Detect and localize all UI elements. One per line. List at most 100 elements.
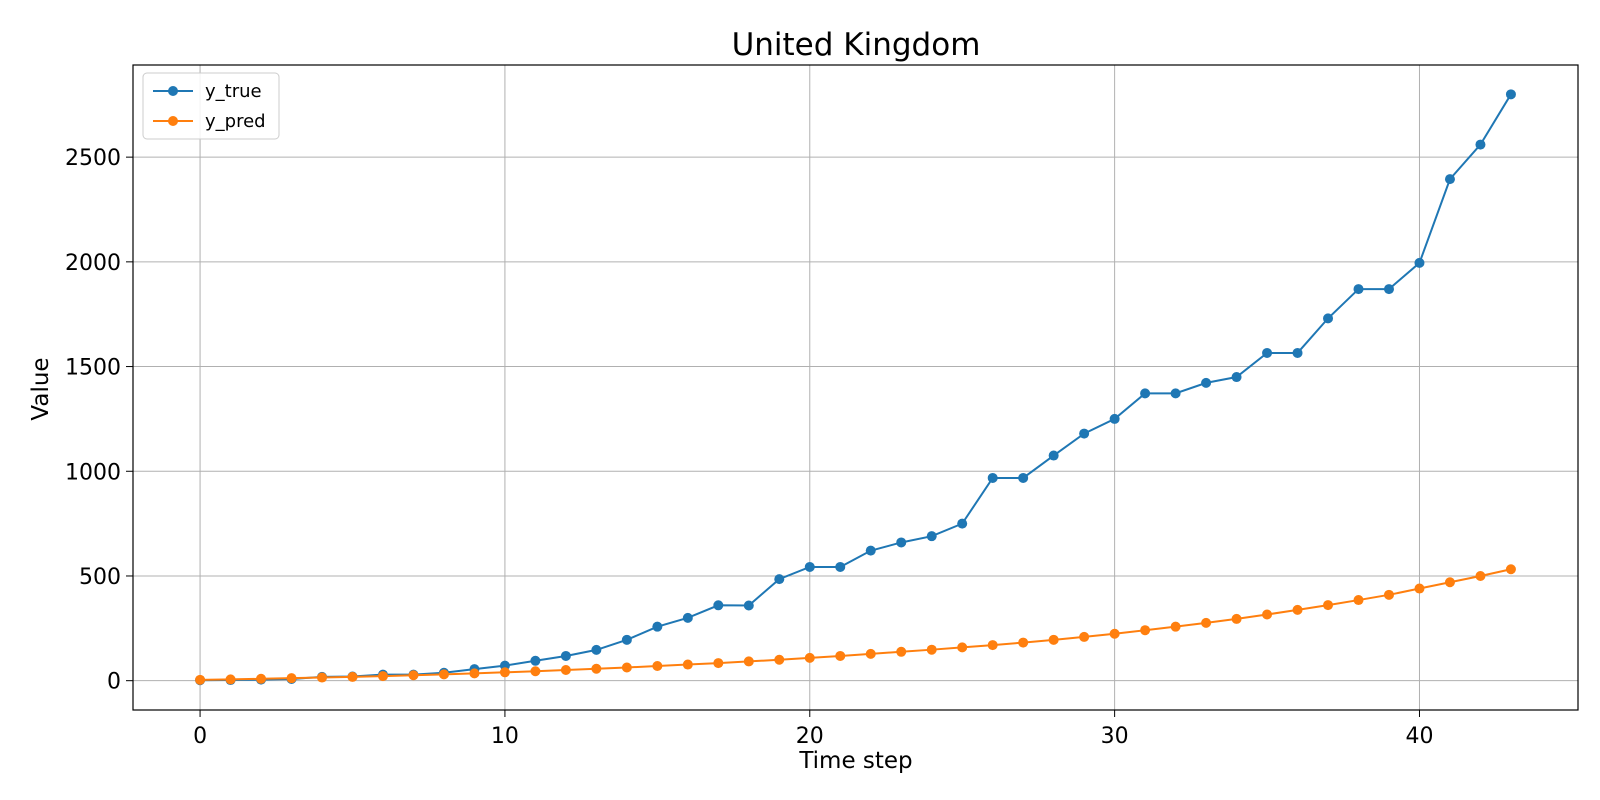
- series-y_true: [195, 89, 1516, 686]
- data-point-y_pred: [1231, 613, 1242, 624]
- data-point-y_true: [1505, 89, 1516, 100]
- y-tick-label: 2000: [65, 251, 121, 276]
- data-point-y_true: [621, 634, 632, 645]
- data-point-y_pred: [408, 670, 419, 681]
- data-point-y_true: [896, 537, 907, 548]
- grid: [133, 65, 1578, 710]
- data-point-y_pred: [225, 674, 236, 685]
- data-point-y_pred: [713, 658, 724, 669]
- data-point-y_true: [1109, 413, 1120, 424]
- data-point-y_pred: [1323, 600, 1334, 611]
- data-point-y_true: [743, 600, 754, 611]
- data-point-y_true: [1475, 139, 1486, 150]
- data-point-y_true: [682, 612, 693, 623]
- x-tick-label: 40: [1405, 724, 1433, 749]
- series-y_pred: [195, 564, 1516, 685]
- data-point-y_pred: [530, 666, 541, 677]
- data-point-y_true: [1353, 284, 1364, 295]
- data-point-y_true: [560, 650, 571, 661]
- data-point-y_pred: [1475, 570, 1486, 581]
- legend: y_true y_pred: [142, 72, 280, 140]
- data-point-y_pred: [804, 652, 815, 663]
- data-point-y_pred: [560, 665, 571, 676]
- data-point-y_true: [1414, 257, 1425, 268]
- data-point-y_pred: [1109, 628, 1120, 639]
- data-point-y_true: [926, 531, 937, 542]
- y-tick-label: 2500: [65, 146, 121, 171]
- data-point-y_true: [804, 561, 815, 572]
- data-point-y_true: [1140, 388, 1151, 399]
- y-tick-label: 1000: [65, 460, 121, 485]
- data-point-y_true: [1262, 347, 1273, 358]
- data-point-y_true: [652, 621, 663, 632]
- data-point-y_pred: [1170, 621, 1181, 632]
- data-point-y_pred: [1079, 631, 1090, 642]
- data-point-y_pred: [195, 674, 206, 685]
- data-point-y_pred: [256, 673, 267, 684]
- series-line-y_true: [200, 93, 1512, 682]
- chart-title: United Kingdom: [732, 27, 981, 63]
- data-point-y_pred: [1262, 609, 1273, 620]
- data-point-y_true: [1323, 313, 1334, 324]
- data-point-y_true: [774, 574, 785, 585]
- x-axis-label: Time step: [798, 748, 912, 774]
- y-tick-label: 500: [79, 565, 121, 590]
- legend-marker: [168, 86, 178, 96]
- data-point-y_true: [1292, 347, 1303, 358]
- axes: 0 10 20 30 40 0 500 1000 1500 2000 2500: [65, 64, 1579, 749]
- data-point-y_pred: [499, 667, 510, 678]
- data-point-y_pred: [1505, 564, 1516, 575]
- data-point-y_true: [591, 644, 602, 655]
- legend-marker: [168, 116, 178, 126]
- data-point-y_pred: [1201, 617, 1212, 628]
- data-point-y_pred: [987, 640, 998, 651]
- data-point-y_true: [1231, 372, 1242, 383]
- data-point-y_pred: [438, 669, 449, 680]
- data-point-y_pred: [1140, 625, 1151, 636]
- data-point-y_pred: [1353, 595, 1364, 606]
- series: [195, 89, 1516, 686]
- x-tick-label: 30: [1101, 724, 1129, 749]
- data-point-y_true: [835, 561, 846, 572]
- y-tick-label: 1500: [65, 356, 121, 381]
- data-point-y_pred: [1292, 604, 1303, 615]
- data-point-y_pred: [1383, 589, 1394, 600]
- data-point-y_true: [1201, 377, 1212, 388]
- y-axis-label: Value: [28, 357, 54, 420]
- x-tick-label: 10: [491, 724, 519, 749]
- data-point-y_true: [957, 518, 968, 529]
- data-point-y_pred: [1048, 634, 1059, 645]
- plot-frame: [132, 64, 1579, 711]
- data-point-y_pred: [469, 668, 480, 679]
- data-point-y_pred: [896, 646, 907, 657]
- legend-label: y_true: [205, 81, 262, 102]
- data-point-y_pred: [835, 650, 846, 661]
- data-point-y_true: [1383, 284, 1394, 295]
- data-point-y_pred: [957, 642, 968, 653]
- data-point-y_true: [1170, 388, 1181, 399]
- data-point-y_pred: [1018, 637, 1029, 648]
- data-point-y_pred: [621, 662, 632, 673]
- data-point-y_pred: [926, 644, 937, 655]
- data-point-y_true: [865, 545, 876, 556]
- data-point-y_true: [713, 600, 724, 611]
- data-point-y_pred: [682, 659, 693, 670]
- data-point-y_true: [987, 472, 998, 483]
- data-point-y_pred: [286, 673, 297, 684]
- data-point-y_true: [1048, 450, 1059, 461]
- data-point-y_pred: [743, 656, 754, 667]
- data-point-y_pred: [377, 671, 388, 682]
- y-tick-label: 0: [107, 670, 121, 695]
- data-point-y_true: [530, 655, 541, 666]
- data-point-y_pred: [865, 648, 876, 659]
- legend-label: y_pred: [205, 111, 266, 132]
- data-point-y_pred: [1414, 583, 1425, 594]
- data-point-y_true: [1018, 472, 1029, 483]
- series-line-y_pred: [200, 568, 1512, 681]
- data-point-y_pred: [652, 661, 663, 672]
- x-tick-label: 20: [796, 724, 824, 749]
- data-point-y_pred: [774, 654, 785, 665]
- data-point-y_pred: [591, 663, 602, 674]
